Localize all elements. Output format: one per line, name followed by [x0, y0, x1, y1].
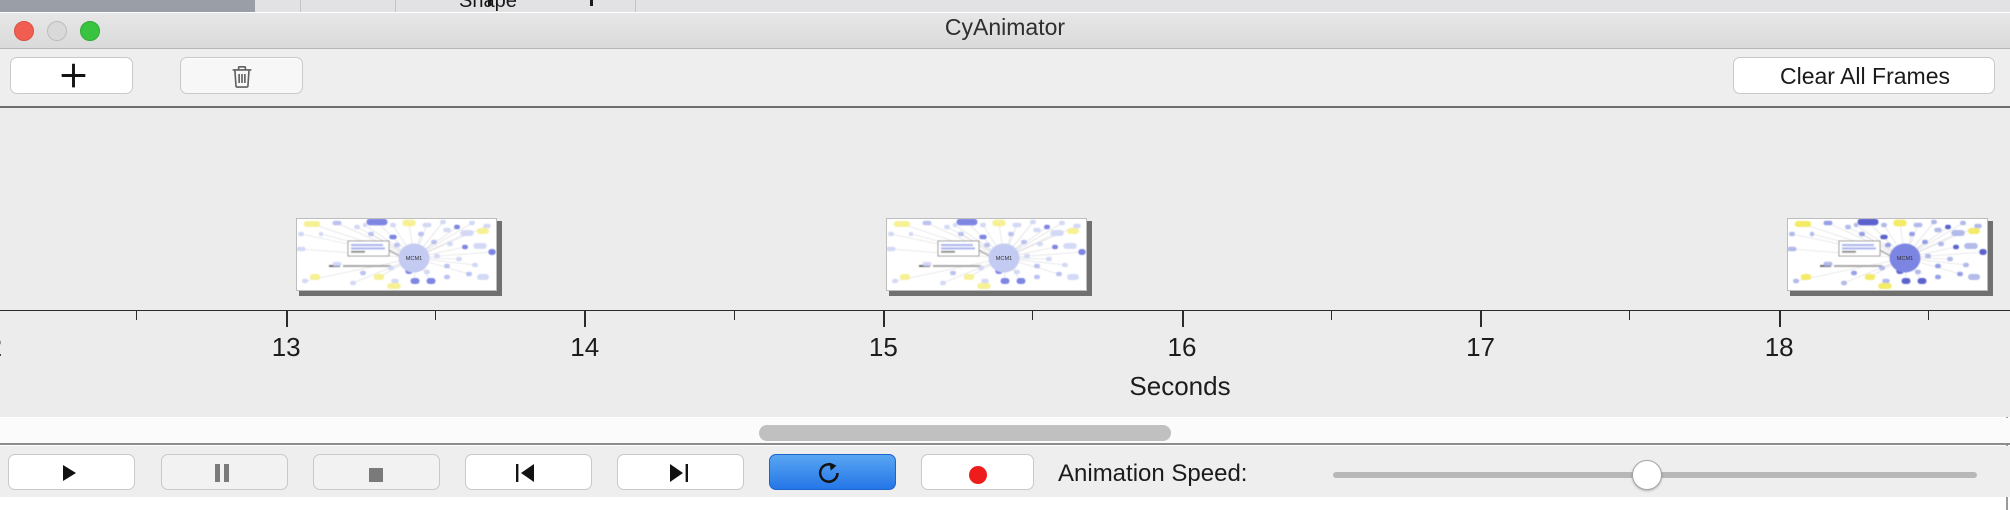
svg-text:MCM1: MCM1	[996, 256, 1012, 262]
svg-text:MCM1: MCM1	[406, 256, 422, 262]
svg-text:MCM1: MCM1	[1897, 256, 1913, 262]
